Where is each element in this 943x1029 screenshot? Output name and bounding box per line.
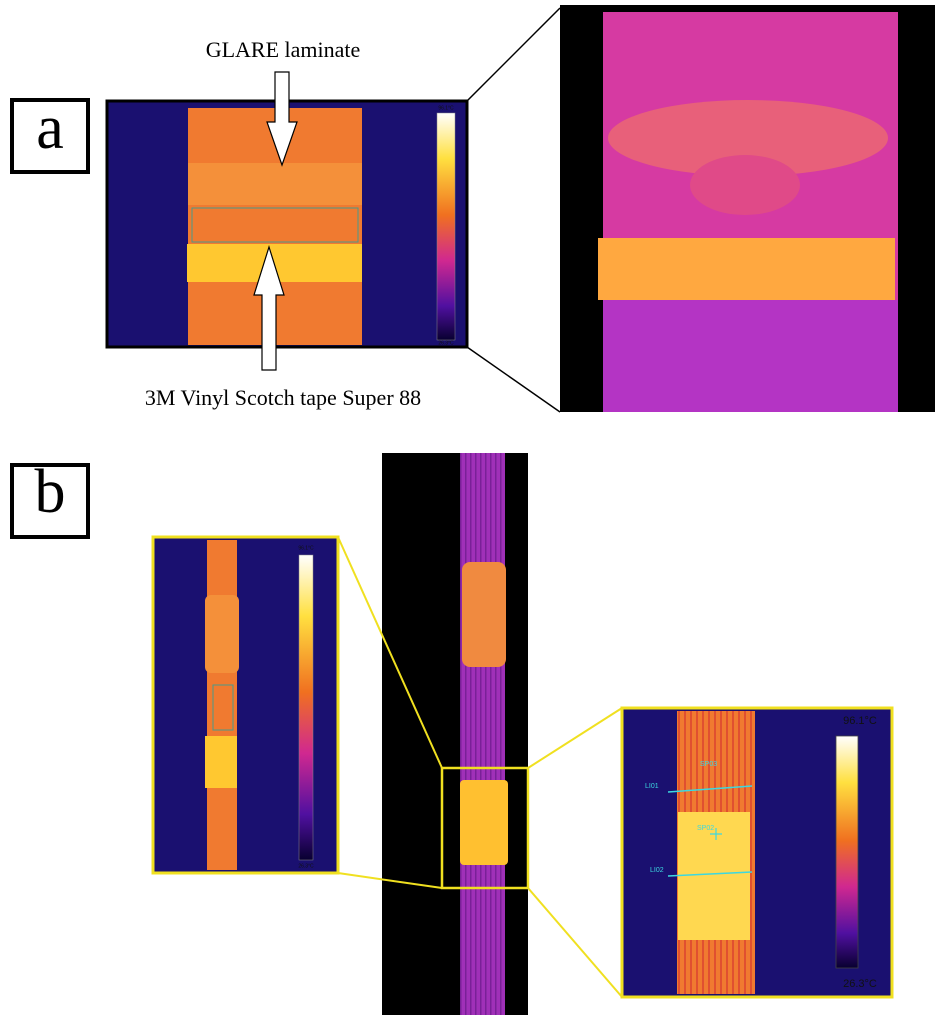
- zoom-line: [527, 887, 623, 998]
- zoom-line: [337, 536, 443, 769]
- colorbar-max: 96.1°C: [298, 545, 314, 551]
- thermal-inset-right: SP03 LI01 LI02 SP02 96.1°C 26.3°C: [620, 706, 894, 999]
- marker-label: SP02: [697, 825, 714, 832]
- label-box: [10, 98, 90, 174]
- colorbar-min: 26.3°C: [298, 863, 314, 869]
- colorbar-max: 96.1°C: [843, 715, 877, 727]
- marker-label: SP03: [700, 761, 717, 768]
- thermal-image-b: [382, 453, 530, 1015]
- panel-label: a: [36, 94, 64, 162]
- zoom-line: [527, 707, 623, 769]
- arrow-down: [266, 71, 298, 167]
- annotation: 3M Vinyl Scotch tape Super 88: [145, 385, 421, 410]
- zoom-line: [337, 872, 443, 889]
- arrow-up: [253, 244, 285, 371]
- colorbar-min: 26.3°C: [438, 340, 454, 346]
- marker-label: LI02: [650, 867, 664, 874]
- thermal-inset-left: 96.1°C 26.3°C: [151, 535, 340, 875]
- zoom-line: [466, 346, 561, 413]
- panel-label: b: [35, 458, 66, 526]
- annotation: GLARE laminate: [206, 37, 361, 62]
- label-box: [10, 463, 90, 539]
- marker-label: LI01: [645, 783, 659, 790]
- colorbar-max: 96.1°C: [438, 105, 454, 111]
- thermal-zoom-a: [560, 5, 935, 412]
- zoom-line: [466, 7, 561, 102]
- colorbar-min: 26.3°C: [843, 978, 877, 990]
